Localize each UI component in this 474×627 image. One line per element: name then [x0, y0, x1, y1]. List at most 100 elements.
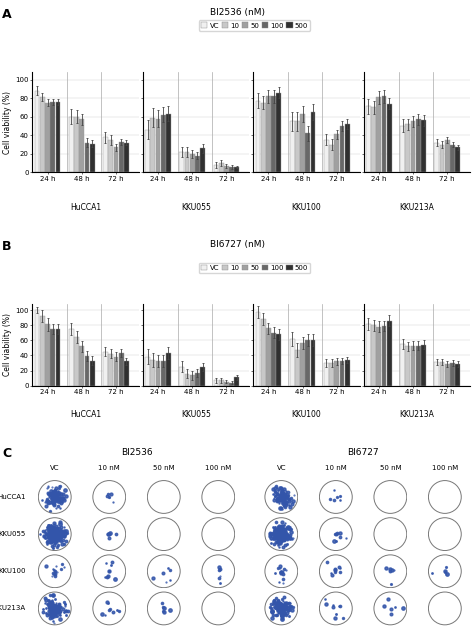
- Bar: [219, 163, 224, 172]
- Text: BI2536 (nM): BI2536 (nM): [210, 8, 264, 16]
- Bar: [340, 126, 345, 172]
- Bar: [382, 97, 386, 172]
- Bar: [229, 167, 234, 172]
- Bar: [235, 377, 239, 386]
- Text: KKU100: KKU100: [0, 568, 26, 574]
- Text: C: C: [2, 447, 11, 460]
- Bar: [50, 102, 55, 172]
- Bar: [200, 367, 205, 386]
- Bar: [103, 352, 108, 386]
- Bar: [261, 103, 265, 172]
- Bar: [200, 148, 205, 172]
- Bar: [90, 144, 95, 172]
- Bar: [324, 363, 329, 386]
- Bar: [224, 166, 229, 172]
- Text: HuCCA1: HuCCA1: [70, 410, 101, 419]
- Legend: VC, 10, 50, 100, 500: VC, 10, 50, 100, 500: [199, 263, 310, 273]
- Text: 50 nM: 50 nM: [153, 465, 174, 471]
- Circle shape: [428, 555, 461, 587]
- Bar: [335, 134, 339, 172]
- Bar: [445, 140, 450, 172]
- Bar: [439, 362, 445, 386]
- Bar: [74, 337, 79, 386]
- Bar: [400, 126, 405, 172]
- Circle shape: [374, 555, 407, 587]
- Bar: [366, 324, 371, 386]
- Bar: [376, 327, 381, 386]
- Text: BI6727 (nM): BI6727 (nM): [210, 240, 264, 248]
- Circle shape: [147, 592, 180, 625]
- Bar: [416, 345, 421, 386]
- Circle shape: [93, 592, 126, 625]
- Bar: [124, 143, 129, 172]
- Text: A: A: [2, 8, 12, 21]
- Bar: [295, 350, 300, 386]
- Bar: [145, 357, 150, 386]
- Bar: [310, 112, 316, 172]
- Bar: [69, 329, 73, 386]
- Circle shape: [202, 480, 235, 514]
- Bar: [195, 155, 200, 172]
- Bar: [119, 142, 124, 172]
- Bar: [376, 97, 381, 172]
- Bar: [450, 145, 455, 172]
- Bar: [184, 152, 189, 172]
- Bar: [179, 152, 184, 172]
- Bar: [184, 374, 189, 386]
- Bar: [161, 115, 165, 172]
- Text: KKU055: KKU055: [181, 410, 211, 419]
- Bar: [50, 329, 55, 386]
- Text: KKU213A: KKU213A: [400, 203, 434, 211]
- Bar: [445, 364, 450, 386]
- Bar: [456, 364, 460, 386]
- Bar: [235, 167, 239, 172]
- Bar: [195, 373, 200, 386]
- Bar: [35, 91, 39, 172]
- Bar: [456, 147, 460, 172]
- Text: 10 nM: 10 nM: [325, 465, 346, 471]
- Circle shape: [38, 555, 71, 587]
- Bar: [300, 342, 305, 386]
- Bar: [84, 143, 90, 172]
- Bar: [329, 363, 334, 386]
- Bar: [84, 356, 90, 386]
- Bar: [300, 114, 305, 172]
- Bar: [405, 124, 410, 172]
- Text: 100 nM: 100 nM: [205, 465, 231, 471]
- Bar: [119, 353, 124, 386]
- Circle shape: [428, 592, 461, 625]
- Bar: [266, 329, 271, 386]
- Bar: [387, 320, 392, 386]
- Bar: [434, 362, 439, 386]
- Bar: [255, 101, 260, 172]
- Circle shape: [374, 592, 407, 625]
- Text: KKU213A: KKU213A: [0, 606, 26, 611]
- Bar: [345, 360, 350, 386]
- Text: BI6727: BI6727: [347, 448, 379, 456]
- Bar: [255, 312, 260, 386]
- Bar: [55, 329, 60, 386]
- Text: B: B: [2, 240, 12, 253]
- Bar: [345, 124, 350, 172]
- Circle shape: [38, 518, 71, 551]
- Bar: [310, 340, 316, 386]
- Text: 100 nM: 100 nM: [432, 465, 458, 471]
- Circle shape: [93, 555, 126, 587]
- Bar: [366, 107, 371, 172]
- Circle shape: [319, 518, 352, 551]
- Legend: VC, 10, 50, 100, 500: VC, 10, 50, 100, 500: [199, 21, 310, 31]
- Bar: [410, 345, 416, 386]
- Bar: [439, 145, 445, 172]
- Bar: [40, 97, 45, 172]
- Circle shape: [265, 518, 298, 551]
- Bar: [190, 375, 195, 386]
- Circle shape: [319, 592, 352, 625]
- Bar: [74, 117, 79, 172]
- Bar: [150, 118, 155, 172]
- Bar: [305, 134, 310, 172]
- Bar: [416, 120, 421, 172]
- Bar: [271, 97, 276, 172]
- Circle shape: [38, 592, 71, 625]
- Bar: [400, 344, 405, 386]
- Bar: [79, 120, 84, 172]
